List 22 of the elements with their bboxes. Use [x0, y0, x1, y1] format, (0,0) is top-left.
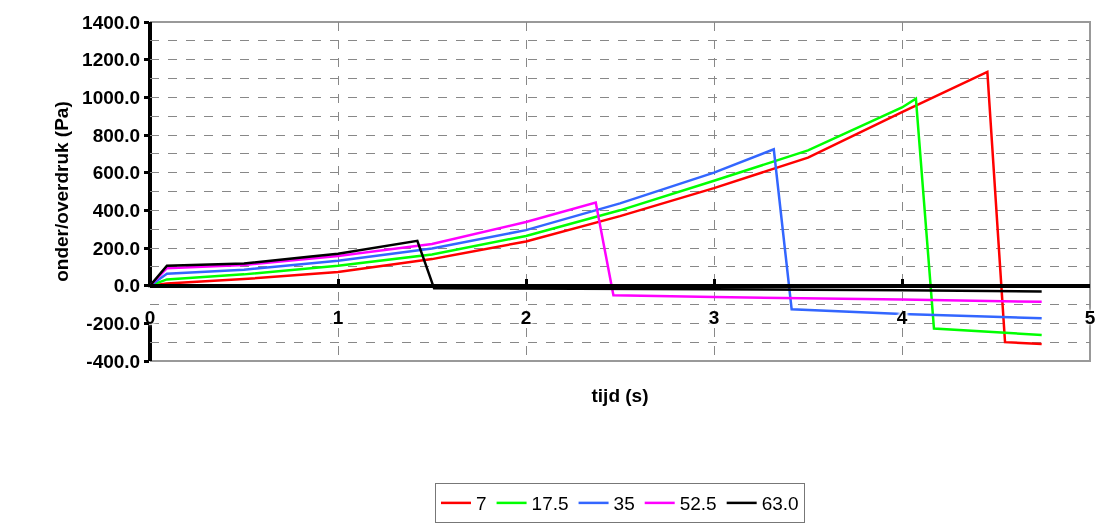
y-tick-label: -400.0 — [86, 350, 141, 372]
y-tick-label: 1400.0 — [82, 11, 141, 33]
y-tick-label: 800.0 — [92, 124, 141, 146]
legend-label: 35 — [613, 493, 635, 515]
x-tick-label: 0 — [144, 307, 156, 329]
y-tick-label: 400.0 — [92, 199, 141, 221]
y-tick-label: 600.0 — [92, 162, 141, 184]
y-tick-label: 200.0 — [92, 237, 141, 259]
y-tick-label: 1200.0 — [82, 49, 141, 71]
x-tick-label: 1 — [332, 307, 344, 329]
y-axis-title: onder/overdruk (Pa) — [50, 101, 72, 282]
legend-label: 52.5 — [679, 493, 717, 515]
y-tick-label: 0.0 — [113, 275, 141, 297]
x-tick-label: 2 — [520, 307, 532, 329]
legend-label: 17.5 — [531, 493, 569, 515]
y-tick-label: -200.0 — [86, 312, 141, 334]
x-tick-label: 3 — [708, 307, 720, 329]
y-tick-label: 1000.0 — [82, 86, 141, 108]
legend-label: 63.0 — [761, 493, 799, 515]
x-tick-label: 5 — [1084, 307, 1096, 329]
x-axis-title: tijd (s) — [591, 384, 649, 406]
legend-label: 7 — [476, 493, 487, 515]
